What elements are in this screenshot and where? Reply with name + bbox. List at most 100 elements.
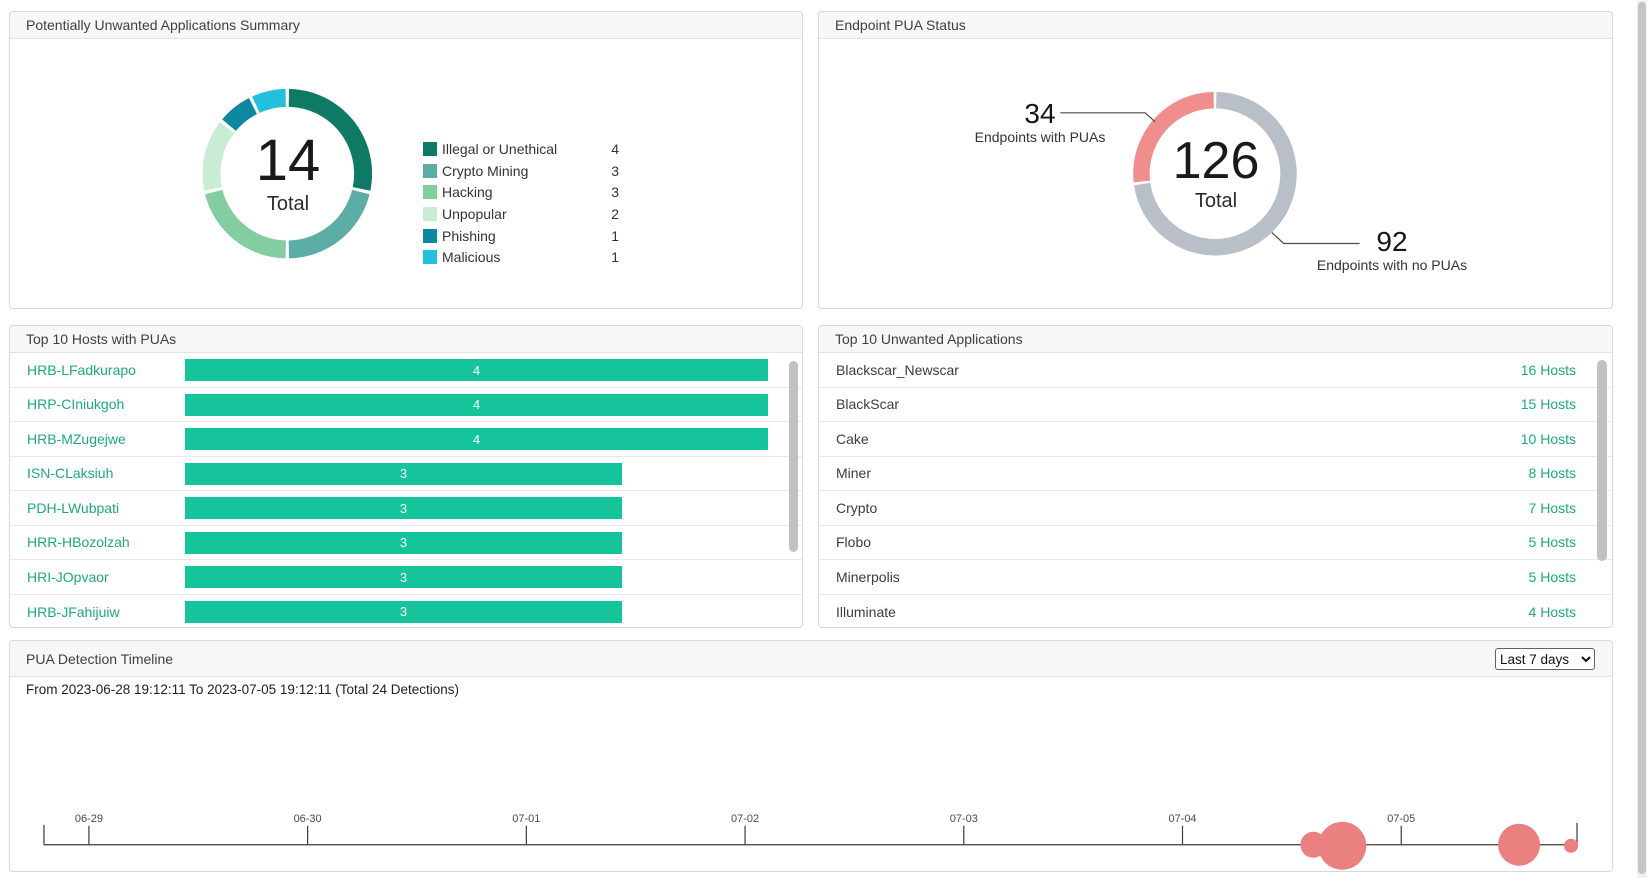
legend-label: Phishing: [442, 227, 496, 244]
page-scrollbar-thumb[interactable]: [1638, 2, 1646, 874]
host-pua-bar[interactable]: 3: [185, 531, 622, 554]
app-hosts-link[interactable]: 5 Hosts: [1528, 568, 1576, 585]
detection-bubble-4[interactable]: [1564, 838, 1578, 853]
panel-detection-timeline: PUA Detection Timeline Last 7 days From …: [9, 640, 1613, 872]
donut-segment-crypto-mining[interactable]: [288, 189, 370, 259]
panel-endpoint-status-body: 126 Total 34 Endpoints with PUAs 92 Endp…: [819, 39, 1612, 308]
axis-tick-label: 07-03: [950, 813, 978, 825]
host-pua-bar[interactable]: 3: [185, 497, 622, 519]
host-pua-bar[interactable]: 3: [185, 462, 622, 485]
host-pua-bar[interactable]: 4: [185, 393, 768, 416]
time-range-select[interactable]: Last 7 days: [1495, 648, 1595, 670]
donut-segment-illegal-or-unethical[interactable]: [288, 88, 373, 191]
panel-endpoint-pua-status: Endpoint PUA Status 126 Total 34 Endpoin…: [818, 11, 1613, 309]
legend-item: Crypto Mining 3: [423, 160, 619, 182]
host-name-link[interactable]: HRB-JFahijuiw: [27, 603, 120, 620]
top-apps-scrollbar[interactable]: [1597, 360, 1607, 561]
app-row: Minerpolis 5 Hosts: [819, 560, 1612, 595]
app-hosts-link[interactable]: 5 Hosts: [1528, 534, 1576, 551]
host-name-link[interactable]: HRB-MZugejwe: [27, 430, 126, 447]
panel-top-hosts: Top 10 Hosts with PUAs HRB-LFadkurapo 4 …: [9, 325, 803, 628]
app-name: Flobo: [836, 534, 872, 551]
panel-title: Top 10 Hosts with PUAs: [26, 331, 177, 347]
donut-segment-hacking[interactable]: [205, 189, 286, 259]
app-list: Blackscar_Newscar 16 Hosts BlackScar 15 …: [819, 353, 1612, 629]
host-name-link[interactable]: HRB-LFadkurapo: [27, 361, 136, 378]
donut-legend: Illegal or Unethical 4 Crypto Mining 3 H…: [423, 138, 619, 268]
app-name: Illuminate: [836, 603, 896, 620]
detection-bubble-2[interactable]: [1318, 821, 1367, 870]
host-row: HRI-JOpvaor 3: [10, 560, 802, 595]
panel-pua-summary-body: 14 Total Illegal or Unethical 4 Crypto M…: [10, 39, 802, 308]
endpoint-status-donut-chart: [1060, 91, 1360, 256]
app-hosts-link[interactable]: 15 Hosts: [1520, 396, 1576, 413]
panel-top-hosts-body: HRB-LFadkurapo 4 HRP-CIniukgoh 4 HRB-MZu…: [10, 353, 802, 627]
axis-tick-label: 06-30: [294, 813, 322, 825]
app-hosts-link[interactable]: 4 Hosts: [1528, 603, 1576, 620]
top-hosts-scrollbar[interactable]: [789, 361, 798, 552]
host-name-link[interactable]: HRP-CIniukgoh: [27, 396, 125, 413]
page-scrollbar[interactable]: [1637, 0, 1647, 878]
panel-top-apps: Top 10 Unwanted Applications Blackscar_N…: [818, 325, 1613, 628]
legend-value: 3: [611, 184, 619, 201]
host-row: HRB-LFadkurapo 4: [10, 353, 802, 388]
host-name-link[interactable]: HRI-JOpvaor: [27, 568, 109, 585]
legend-swatch: [423, 206, 437, 221]
host-name-link[interactable]: ISN-CLaksiuh: [27, 465, 114, 482]
host-row: HRR-HBozolzah 3: [10, 526, 802, 560]
panel-top-apps-header: Top 10 Unwanted Applications: [819, 326, 1612, 353]
legend-label: Unpopular: [442, 205, 507, 222]
app-hosts-link[interactable]: 16 Hosts: [1520, 361, 1576, 378]
host-name-link[interactable]: HRR-HBozolzah: [27, 534, 130, 551]
legend-value: 1: [611, 249, 619, 266]
panel-pua-summary: Potentially Unwanted Applications Summar…: [9, 11, 803, 309]
panel-top-hosts-header: Top 10 Hosts with PUAs: [10, 326, 802, 353]
host-row: HRB-JFahijuiw 3: [10, 595, 802, 630]
host-pua-bar[interactable]: 4: [185, 359, 768, 381]
app-row: BlackScar 15 Hosts: [819, 388, 1612, 422]
legend-swatch: [423, 163, 437, 178]
app-hosts-link[interactable]: 7 Hosts: [1528, 499, 1576, 516]
donut-segment-malicious[interactable]: [252, 88, 286, 113]
app-row: Flobo 5 Hosts: [819, 526, 1612, 560]
app-row: Crypto 7 Hosts: [819, 491, 1612, 526]
app-hosts-link[interactable]: 8 Hosts: [1528, 465, 1576, 482]
legend-swatch: [423, 141, 437, 156]
host-row: PDH-LWubpati 3: [10, 491, 802, 526]
app-name: Minerpolis: [836, 568, 900, 585]
host-pua-bar[interactable]: 4: [185, 428, 768, 450]
legend-label: Illegal or Unethical: [442, 140, 558, 157]
legend-value: 1: [611, 227, 619, 244]
panel-timeline-body: From 2023-06-28 19:12:11 To 2023-07-05 1…: [10, 677, 1612, 871]
donut-segment-endpoints-with-puas[interactable]: [1133, 91, 1214, 183]
host-row: HRB-MZugejwe 4: [10, 422, 802, 457]
legend-value: 3: [611, 162, 619, 179]
legend-label: Hacking: [442, 184, 493, 201]
legend-swatch: [423, 185, 437, 200]
axis-tick-label: 07-01: [512, 813, 540, 825]
app-row: Illuminate 4 Hosts: [819, 595, 1612, 630]
app-row: Miner 8 Hosts: [819, 457, 1612, 491]
panel-endpoint-status-header: Endpoint PUA Status: [819, 12, 1612, 39]
axis-tick-label: 07-05: [1387, 813, 1415, 825]
axis-tick-label: 07-04: [1168, 813, 1196, 825]
app-hosts-link[interactable]: 10 Hosts: [1520, 430, 1576, 447]
legend-value: 4: [611, 140, 619, 157]
host-pua-bar[interactable]: 3: [185, 600, 622, 623]
legend-value: 2: [611, 205, 619, 222]
host-pua-bar[interactable]: 3: [185, 566, 622, 588]
legend-item: Illegal or Unethical 4: [423, 138, 619, 160]
panel-top-apps-body: Blackscar_Newscar 16 Hosts BlackScar 15 …: [819, 353, 1612, 627]
legend-item: Unpopular 2: [423, 203, 619, 225]
app-name: BlackScar: [836, 396, 900, 413]
app-row: Blackscar_Newscar 16 Hosts: [819, 353, 1612, 388]
donut-segment-unpopular[interactable]: [202, 122, 235, 191]
legend-item: Phishing 1: [423, 225, 619, 247]
app-name: Crypto: [836, 499, 878, 516]
host-name-link[interactable]: PDH-LWubpati: [27, 499, 120, 516]
timeline-summary: From 2023-06-28 19:12:11 To 2023-07-05 1…: [26, 682, 460, 697]
donut-segment-phishing[interactable]: [222, 98, 258, 131]
legend-swatch: [423, 250, 437, 265]
leader-line-with-puas: [1060, 112, 1156, 123]
detection-bubble-3[interactable]: [1498, 823, 1541, 866]
